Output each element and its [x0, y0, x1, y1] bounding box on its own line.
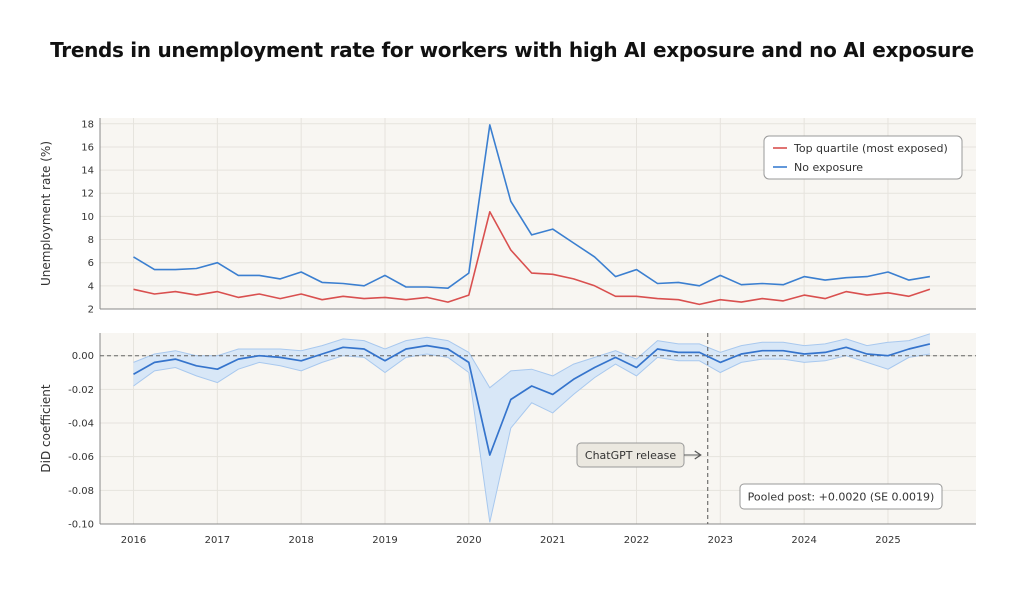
legend-label: Top quartile (most exposed) [793, 142, 948, 155]
chart-title: Trends in unemployment rate for workers … [50, 38, 974, 62]
did-panel: 0.00 -0.02 -0.04 -0.06 -0.08 -0.10 DiD coeffic… [39, 333, 976, 531]
y-tick-label: 4 [88, 281, 94, 292]
legend-label: No exposure [794, 161, 863, 174]
y-tick-label: -0.06 [68, 452, 94, 463]
y-tick-label: 10 [81, 212, 94, 223]
x-tick-label: 2024 [791, 535, 816, 546]
y-tick-label: 16 [81, 142, 94, 153]
y-tick-label: -0.10 [68, 520, 94, 531]
x-axis: 2016 2017 2018 2019 2020 2021 2022 2023 2024 2025 [121, 535, 901, 546]
y-tick-label: -0.08 [68, 486, 94, 497]
confidence-band-upper [133, 333, 931, 389]
y-tick-label: -0.02 [68, 385, 94, 396]
series-line-no-exposure [133, 124, 931, 289]
legend: Top quartile (most exposed) No exposure [763, 135, 963, 180]
series-line-top-quartile [133, 211, 931, 306]
x-tick-label: 2022 [624, 535, 649, 546]
y-tick-label: 12 [81, 189, 94, 200]
confidence-band [133, 333, 930, 523]
x-tick-label: 2023 [708, 535, 733, 546]
legend-box [763, 135, 963, 180]
x-tick-label: 2021 [540, 535, 565, 546]
x-tick-label: 2025 [875, 535, 900, 546]
x-tick-label: 2016 [121, 535, 146, 546]
y-tick-label: -0.04 [68, 419, 94, 430]
x-tick-label: 2018 [288, 535, 313, 546]
unemployment-panel: 2 4 6 8 10 12 14 16 18 Unemployment rate (%) Top q… [39, 118, 976, 316]
y-tick-label: 6 [88, 258, 94, 269]
chatgpt-release-label: ChatGPT release [585, 449, 676, 462]
y-tick-label: 2 [88, 305, 94, 316]
pooled-estimate-label: Pooled post: +0.0020 (SE 0.0019) [748, 491, 935, 504]
confidence-band-lower [133, 353, 930, 523]
y-axis-label: Unemployment rate (%) [39, 141, 53, 286]
y-axis-label: DiD coefficient [39, 384, 53, 472]
y-tick-label: 8 [88, 235, 94, 246]
x-tick-label: 2019 [372, 535, 397, 546]
pooled-estimate-box [739, 483, 943, 510]
x-tick-label: 2017 [205, 535, 230, 546]
x-tick-label: 2020 [456, 535, 481, 546]
did-coefficient-line [133, 343, 931, 456]
y-tick-label: 18 [81, 119, 94, 130]
arrow-icon [694, 450, 702, 460]
y-tick-label: 14 [81, 166, 94, 177]
y-tick-label: 0.00 [72, 351, 94, 362]
